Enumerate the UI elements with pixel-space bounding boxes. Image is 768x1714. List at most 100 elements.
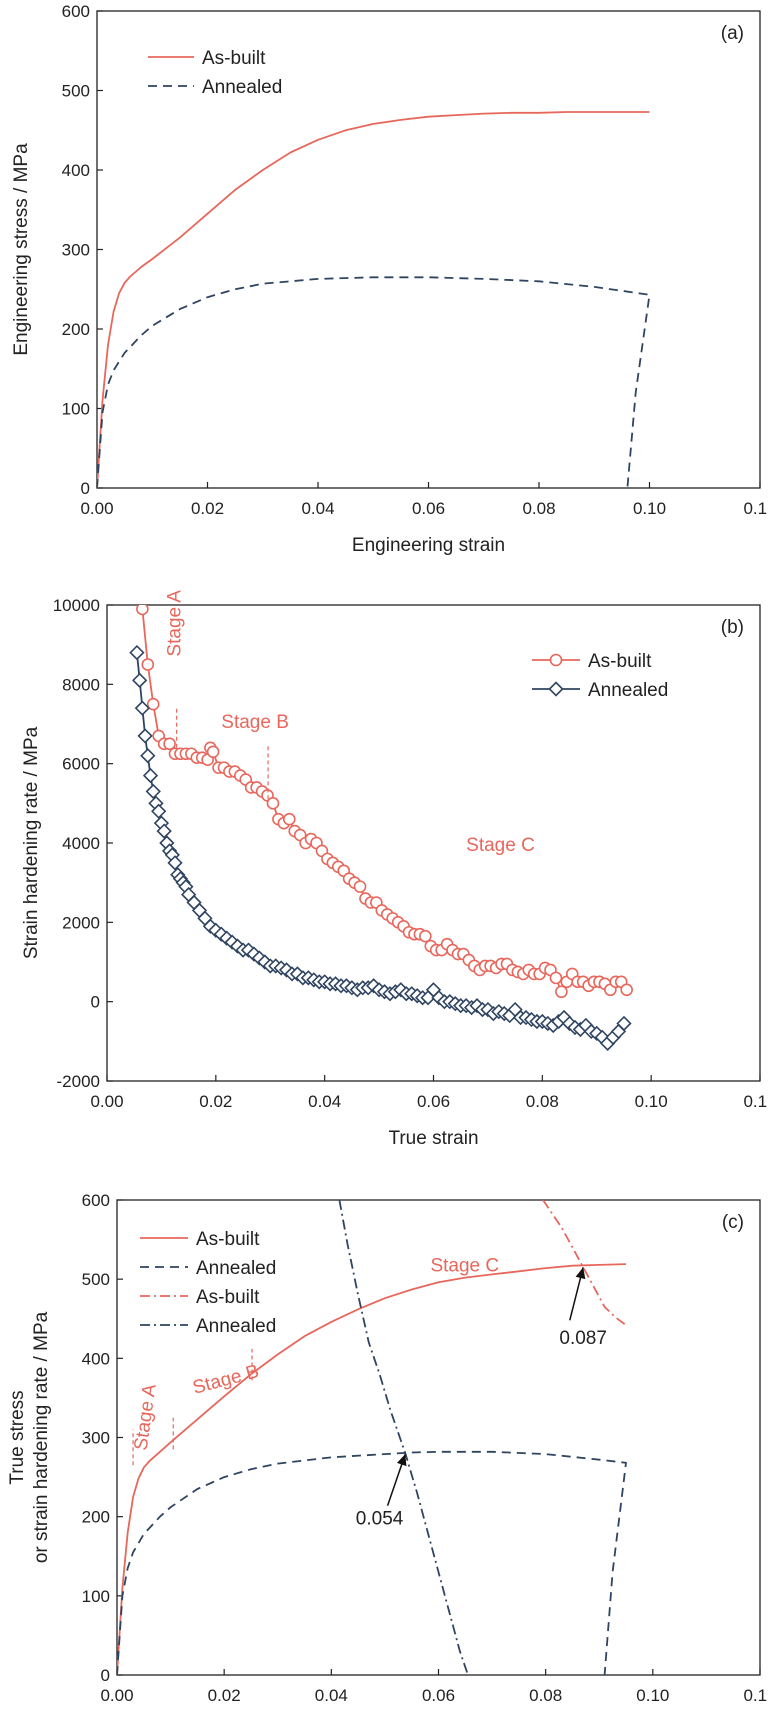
x-tick-label: 0.02 [199, 1092, 232, 1111]
y-tick-label: 300 [62, 241, 90, 260]
y-tick-label: 6000 [62, 755, 100, 774]
legend-label: As-built [196, 1229, 260, 1250]
x-tick-label: 0.02 [208, 1686, 241, 1705]
annotation-arrowhead [396, 1454, 407, 1467]
legend-label: Annealed [196, 1258, 276, 1279]
annotation-label: Stage A [164, 590, 185, 657]
data-point [206, 745, 220, 759]
data-point [156, 823, 172, 839]
x-tick-label: 0.00 [90, 1092, 123, 1111]
y-tick-label: 400 [82, 1349, 110, 1368]
legend-label: Annealed [196, 1316, 276, 1337]
y-tick-label: 600 [82, 1191, 110, 1210]
annotation-label: Stage C [430, 1255, 499, 1276]
y-tick-label: 400 [62, 161, 90, 180]
x-tick-label: 0.08 [522, 499, 555, 518]
data-point [620, 983, 633, 997]
x-tick-label: 0.06 [422, 1686, 455, 1705]
plot-area [117, 1200, 627, 1675]
panels: 0.00 0.02 0.04 0.06 0.08 0.10 0.12 0 100 200 300 40… [7, 2, 768, 1705]
plot-area [97, 111, 651, 488]
series-annealed-dashed [117, 1450, 627, 1675]
panel-a: 0.00 0.02 0.04 0.06 0.08 0.10 0.12 0 100 200 300 40… [11, 2, 768, 556]
data-point [145, 783, 161, 800]
legend-label: As-built [196, 1287, 260, 1308]
x-axis-label: Engineering strain [352, 535, 505, 556]
y-axis-label: Strain hardening rate / MPa [21, 726, 42, 959]
legend: As-built Annealed As-built Annealed [140, 1229, 276, 1337]
y-tick-label: 4000 [62, 834, 100, 853]
x-tick-label: 0.10 [633, 499, 666, 518]
data-point [167, 855, 183, 871]
series-annealed [129, 644, 632, 1051]
x-tick-label: 0.10 [636, 1686, 669, 1705]
x-axis-label: True strain [388, 1128, 478, 1149]
legend: As-built Annealed [148, 48, 282, 98]
x-tick-label: 0.04 [308, 1092, 341, 1111]
legend-label: Annealed [202, 77, 282, 98]
y-axis-label: True stress or strain hardening rate / MP… [7, 1311, 52, 1563]
legend-label: As-built [202, 48, 266, 69]
x-tick-label: 0.00 [100, 1686, 133, 1705]
data-point [141, 658, 155, 671]
data-point [555, 985, 568, 999]
y-tick-label: 200 [82, 1508, 110, 1527]
x-tick-label: 0.00 [80, 499, 113, 518]
panel-label: (a) [721, 23, 744, 44]
y-tick-label: 600 [62, 2, 90, 21]
annotation-label: Stage B [191, 1361, 262, 1399]
plot-frame [96, 10, 761, 489]
legend: As-built Annealed [532, 651, 668, 701]
y-tick-label: 0 [101, 1666, 110, 1685]
data-point [549, 971, 563, 985]
series-as-built-solid [117, 1263, 627, 1675]
x-tick-label: 0.06 [417, 1092, 450, 1111]
series-as-built-dashdot [542, 1200, 627, 1326]
y-tick-label: 100 [62, 400, 90, 419]
x-tick-label: 0.08 [529, 1686, 562, 1705]
series-as-built [136, 605, 633, 999]
panel-c: 0.00 0.02 0.04 0.06 0.08 0.10 0.12 0 100 200 300 40… [7, 1191, 768, 1705]
data-point [282, 812, 296, 826]
x-tick-label: 0.06 [412, 499, 445, 518]
panel-b: 0.00 0.02 0.04 0.06 0.08 0.10 0.12 -2000 0 2000 40… [21, 590, 768, 1149]
data-point [140, 748, 156, 764]
x-tick-label: 0.12 [743, 499, 768, 518]
y-tick-label: 200 [62, 320, 90, 339]
annotation-label: 0.087 [559, 1328, 607, 1349]
x-tick-label: 0.04 [315, 1686, 348, 1705]
x-tick-label: 0.02 [191, 499, 224, 518]
y-tick-label: 300 [82, 1429, 110, 1448]
plot-area [129, 605, 633, 1051]
y-tick-label: 500 [82, 1270, 110, 1289]
y-tick-label: 500 [62, 82, 90, 101]
data-point [129, 644, 145, 661]
y-tick-label: 8000 [62, 675, 100, 694]
series-annealed-dashed [97, 276, 651, 488]
data-point [142, 767, 159, 784]
y-tick-label: -2000 [57, 1072, 100, 1091]
annotation-label: Stage A [131, 1382, 161, 1451]
data-point [616, 1015, 632, 1032]
y-tick-label: 0 [81, 479, 90, 498]
legend-label: Annealed [588, 680, 668, 701]
y-tick-label: 10000 [53, 596, 100, 615]
data-point [136, 605, 149, 616]
data-point [146, 697, 160, 711]
legend-label: As-built [588, 651, 652, 672]
annotation-label: 0.054 [356, 1509, 404, 1530]
series-as-built-solid [97, 111, 650, 488]
annotation-label: Stage B [221, 712, 289, 733]
panel-label: (c) [722, 1212, 744, 1233]
x-tick-label: 0.12 [743, 1092, 768, 1111]
annotation-label: Stage C [466, 835, 535, 856]
data-point [353, 880, 367, 893]
data-point [419, 929, 432, 943]
data-point [132, 672, 148, 688]
x-tick-label: 0.08 [526, 1092, 559, 1111]
data-point [137, 728, 153, 744]
data-point [266, 797, 280, 810]
x-tick-label: 0.10 [635, 1092, 668, 1111]
data-point [134, 700, 151, 716]
